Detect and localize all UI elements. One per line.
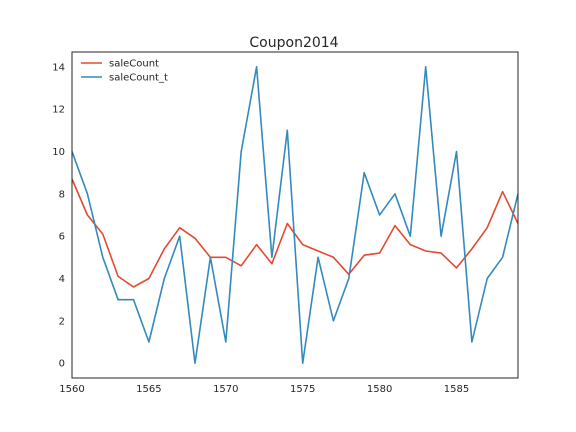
x-tick-label: 1575 (290, 384, 315, 395)
y-tick-label: 6 (59, 232, 65, 243)
x-tick-label: 1565 (136, 384, 161, 395)
y-axis: 0 2 4 6 8 10 12 14 (52, 62, 65, 369)
legend: saleCount saleCount_t (81, 59, 168, 84)
series-line-saleCount_t (71, 66, 519, 365)
series-line-saleCount (71, 178, 519, 288)
legend-label-saleCount_t: saleCount_t (109, 73, 168, 84)
legend-label-saleCount: saleCount (109, 59, 159, 70)
y-tick-label: 4 (59, 274, 65, 285)
x-tick-label: 1585 (444, 384, 469, 395)
series-layer (71, 66, 519, 365)
x-tick-label: 1580 (367, 384, 392, 395)
x-tick-label: 1560 (59, 384, 84, 395)
chart-title: Coupon2014 (249, 35, 338, 51)
x-axis: 1560 1565 1570 1575 1580 1585 (59, 384, 469, 395)
plot-frame (71, 51, 519, 379)
y-tick-label: 14 (52, 62, 65, 73)
y-tick-label: 8 (59, 189, 65, 200)
y-tick-label: 0 (59, 359, 65, 370)
y-tick-label: 10 (52, 147, 65, 158)
y-tick-label: 12 (52, 105, 65, 116)
x-tick-label: 1570 (213, 384, 238, 395)
y-tick-label: 2 (59, 316, 65, 327)
